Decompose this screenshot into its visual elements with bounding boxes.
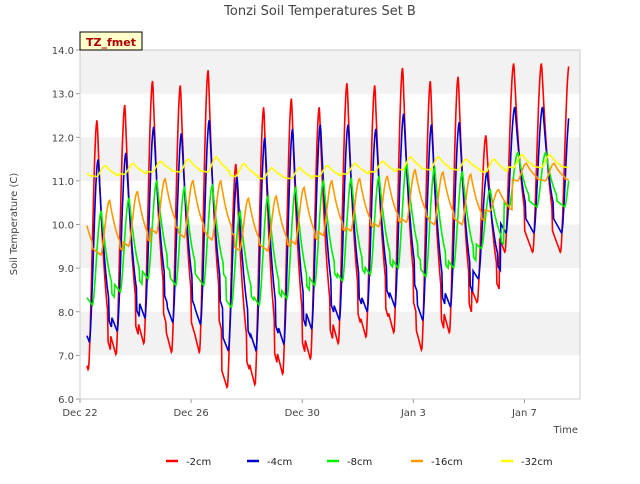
y-tick-label: 10.0	[52, 221, 74, 232]
series-line-minus-32cm	[86, 153, 569, 180]
series-line-minus-16cm	[86, 162, 569, 257]
chart-title: Tonzi Soil Temperatures Set B	[223, 4, 416, 19]
x-axis-label: Time	[553, 425, 578, 436]
x-tick-label: Dec 26	[173, 408, 208, 419]
legend-label: -2cm	[186, 457, 211, 468]
series-line-minus-8cm	[86, 151, 570, 310]
badge: TZ_fmet	[79, 31, 143, 51]
grid-band	[80, 137, 580, 181]
y-tick-label: 8.0	[58, 308, 74, 319]
legend-label: -4cm	[267, 457, 292, 468]
legend-label: -16cm	[431, 457, 463, 468]
y-tick-label: 6.0	[58, 395, 74, 406]
legend: -2cm -4cm -8cm -16cm -32cm	[166, 457, 553, 468]
plot-frame	[79, 49, 581, 400]
y-axis-label: Soil Temperature (C)	[9, 173, 20, 276]
series-line-minus-2cm	[86, 63, 570, 390]
badge-label: TZ_fmet	[86, 36, 136, 49]
x-axis-ticks: Dec 22 Dec 26 Dec 30 Jan 3 Jan 7	[62, 399, 537, 419]
series-line-minus-4cm	[86, 106, 570, 353]
x-tick-label: Jan 3	[400, 408, 426, 419]
y-tick-label: 13.0	[52, 90, 74, 101]
y-tick-label: 7.0	[58, 351, 74, 362]
series-lines	[86, 63, 570, 390]
y-axis-ticks: 6.0 7.0 8.0 9.0 10.0 11.0 12.0 13.0 14.0	[52, 46, 80, 406]
y-tick-label: 12.0	[52, 133, 74, 144]
y-tick-label: 14.0	[52, 46, 74, 57]
y-tick-label: 9.0	[58, 264, 74, 275]
y-tick-label: 11.0	[52, 177, 74, 188]
x-tick-label: Dec 22	[62, 408, 97, 419]
grid-band	[80, 50, 580, 94]
legend-label: -8cm	[347, 457, 372, 468]
x-tick-label: Dec 30	[285, 408, 320, 419]
x-tick-label: Jan 7	[511, 408, 537, 419]
legend-label: -32cm	[521, 457, 553, 468]
